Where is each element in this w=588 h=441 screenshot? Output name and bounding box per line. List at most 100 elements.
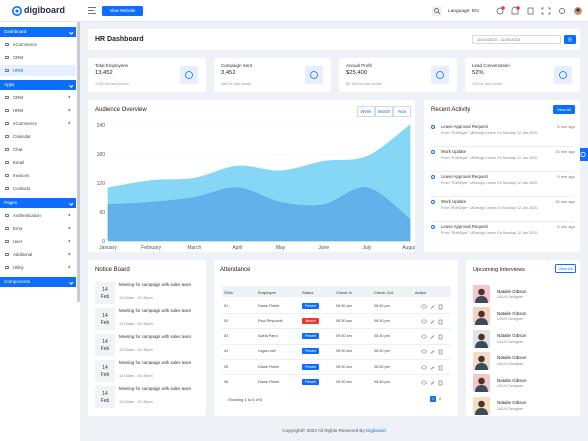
sidebar-item[interactable]: HRM bbox=[0, 65, 76, 76]
sidebar-item-icon bbox=[5, 226, 9, 230]
sidebar-item[interactable]: Error bbox=[0, 223, 76, 234]
row-actions[interactable] bbox=[421, 379, 447, 386]
range-button[interactable]: Month bbox=[375, 106, 393, 117]
notice-date: 14 Feb bbox=[95, 334, 115, 356]
sidebar-item[interactable]: CRM bbox=[0, 92, 76, 103]
notice-day: 14 bbox=[102, 365, 108, 371]
page-button[interactable]: 2 bbox=[439, 397, 441, 401]
row-actions[interactable] bbox=[421, 318, 447, 325]
language-select[interactable]: Language: EN bbox=[448, 8, 479, 14]
sidebar-item-label: Contacts bbox=[13, 186, 31, 191]
row-actions[interactable] bbox=[421, 303, 447, 310]
sidebar-item-icon bbox=[5, 213, 9, 217]
sidebar-item-label: HRM bbox=[13, 108, 23, 113]
sidebar-item[interactable]: Additional bbox=[0, 249, 76, 260]
notice-date: 14 Feb bbox=[95, 282, 115, 304]
chevron bbox=[67, 108, 71, 112]
stat-card: Annual Profit $25,400 $2,348 for last mont… bbox=[339, 58, 457, 92]
sidebar-item-label: HRM bbox=[13, 68, 23, 73]
stat-value: 13,452 bbox=[95, 70, 113, 76]
y-tick-label: 180 bbox=[97, 152, 106, 158]
sidebar-item[interactable]: eCommerce bbox=[0, 118, 76, 129]
date-range-button[interactable] bbox=[564, 35, 576, 44]
view-all-button[interactable]: View All bbox=[553, 105, 575, 114]
sidebar-item-label: Error bbox=[13, 226, 23, 231]
view-all-button[interactable]: View All bbox=[555, 264, 576, 273]
range-button[interactable]: Week bbox=[357, 106, 375, 117]
stat-card: Campaign Sent 3,452 468 for last month bbox=[214, 58, 331, 92]
topbar: digiboard View Website Language: EN bbox=[0, 0, 588, 22]
page-button[interactable]: 1 bbox=[430, 396, 436, 402]
x-tick-label: April bbox=[232, 245, 242, 251]
notice-month: Feb bbox=[100, 294, 110, 300]
row-actions[interactable] bbox=[421, 333, 447, 340]
stat-note: 124 for last month bbox=[472, 82, 503, 86]
interviewee-role: UI/UX Designer bbox=[497, 317, 524, 322]
sidebar-section-header[interactable]: Components bbox=[0, 277, 76, 287]
sidebar-item[interactable]: CRM bbox=[0, 52, 76, 63]
scrollbar bbox=[77, 22, 80, 302]
sidebar-item[interactable]: Authentication bbox=[0, 210, 76, 221]
column-header: Check Out bbox=[374, 289, 393, 295]
sidebar-item[interactable]: HRM bbox=[0, 105, 76, 116]
notice-month: Feb bbox=[100, 372, 110, 378]
sidebar-item-label: CRM bbox=[13, 55, 23, 60]
stat-note: $2,348 for last month bbox=[346, 82, 382, 86]
sidebar-section-header[interactable]: Apps bbox=[0, 80, 76, 90]
sidebar-section-header[interactable]: Dashboard bbox=[0, 27, 76, 37]
column-header: Employee bbox=[258, 289, 276, 295]
sidebar-item[interactable]: User bbox=[0, 236, 76, 247]
menu-toggle[interactable] bbox=[87, 6, 97, 15]
chevron bbox=[67, 265, 71, 269]
activity-text: From "RuthDyer" UiDesign Leave On Monday… bbox=[441, 230, 539, 235]
sidebar-section-header[interactable]: Pages bbox=[0, 198, 76, 208]
y-tick-label: 60 bbox=[99, 210, 105, 216]
table-cell: 06:30 pm bbox=[374, 349, 390, 354]
sidebar-item[interactable]: Calendar bbox=[0, 131, 76, 142]
sidebar-item-label: Chat bbox=[13, 147, 23, 152]
stat-card: Total Employees 13,452 1,340 for last mont… bbox=[88, 58, 206, 92]
sidebar-item[interactable]: Contacts bbox=[0, 183, 76, 194]
sidebar-item-label: CRM bbox=[13, 95, 23, 100]
settings-tab[interactable] bbox=[578, 148, 588, 161]
sidebar-item[interactable]: eCommerce bbox=[0, 39, 76, 50]
row-actions[interactable] bbox=[421, 364, 447, 371]
sidebar-item-icon bbox=[5, 95, 9, 99]
stat-title: Campaign Sent bbox=[221, 63, 253, 68]
row-actions[interactable] bbox=[421, 348, 447, 355]
table-cell: 09:30 am bbox=[336, 334, 352, 339]
sidebar-item-icon bbox=[5, 160, 9, 164]
footer-link[interactable]: Digiboard bbox=[366, 428, 386, 433]
sidebar-item[interactable]: Chat bbox=[0, 144, 76, 155]
notice-date: 14 Feb bbox=[95, 386, 115, 408]
topbar-icons[interactable] bbox=[494, 3, 588, 19]
chevron bbox=[68, 200, 73, 205]
range-button[interactable]: Year bbox=[393, 106, 411, 117]
view-website-button[interactable]: View Website bbox=[102, 6, 143, 16]
activity-text: From "RuthDyer" UiDesign Leave On Monday… bbox=[441, 180, 539, 185]
card-title: Audience Overview bbox=[95, 107, 147, 113]
interviewee-role: UI/UX Designer bbox=[497, 406, 524, 411]
sidebar-item[interactable]: Email bbox=[0, 157, 76, 168]
sidebar-item-label: eCommerce bbox=[13, 42, 37, 47]
chevron bbox=[68, 82, 73, 87]
interviewee-name: Natalie Gibson bbox=[497, 400, 527, 405]
activity-icon bbox=[431, 149, 435, 154]
activity-icon bbox=[431, 199, 435, 204]
sidebar-item[interactable]: Invoices bbox=[0, 170, 76, 181]
activity-time: 6 min ago bbox=[557, 174, 575, 179]
date-range-input[interactable]: 11/01/2023 - 11/30/2023 bbox=[472, 35, 561, 44]
chevron bbox=[67, 226, 71, 230]
notice-text: Meeting for campaign with sales team bbox=[119, 360, 192, 365]
logo-text: digiboard bbox=[24, 5, 65, 15]
sidebar-item[interactable]: Utility bbox=[0, 262, 76, 273]
sidebar-item-icon bbox=[5, 173, 9, 177]
activity-title: Leave Approval Request bbox=[441, 224, 488, 229]
notice-time: 12:00am - 01:30pm bbox=[119, 295, 153, 300]
table-cell: 06:30 pm bbox=[374, 334, 390, 339]
x-tick-label: February bbox=[141, 245, 162, 251]
table-cell: 06 bbox=[224, 380, 229, 384]
table-cell: 09:30 am bbox=[336, 364, 352, 369]
search-icon[interactable] bbox=[432, 6, 442, 16]
footer: Copyright© 2023 All Rights Reserved By D… bbox=[80, 428, 588, 433]
